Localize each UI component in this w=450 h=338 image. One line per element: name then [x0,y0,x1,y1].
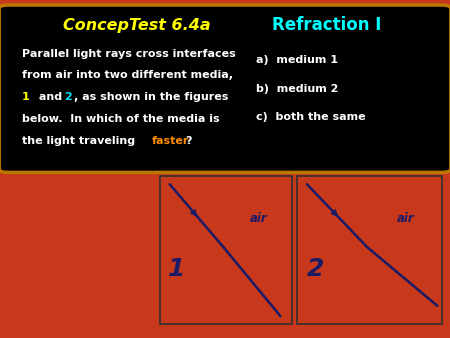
Bar [297,176,442,324]
Text: Parallel light rays cross interfaces: Parallel light rays cross interfaces [22,49,236,58]
Text: air: air [397,212,414,225]
Text: air: air [250,212,267,225]
Text: ?: ? [185,136,192,146]
Text: 1: 1 [167,257,185,281]
Bar [160,176,292,324]
Text: a)  medium 1: a) medium 1 [256,55,338,65]
Text: faster: faster [152,136,189,146]
Text: from air into two different media,: from air into two different media, [22,70,233,80]
Text: c)  both the same: c) both the same [256,112,365,122]
Text: and: and [36,92,66,102]
Text: 1: 1 [22,92,30,102]
Text: Refraction I: Refraction I [272,16,381,34]
Text: 2: 2 [64,92,72,102]
Text: the light traveling: the light traveling [22,136,139,146]
Text: b)  medium 2: b) medium 2 [256,84,338,94]
FancyBboxPatch shape [0,5,450,172]
Text: 2: 2 [306,257,324,281]
Text: ConcepTest 6.4a: ConcepTest 6.4a [63,18,211,33]
Text: , as shown in the figures: , as shown in the figures [74,92,229,102]
Text: below.  In which of the media is: below. In which of the media is [22,114,220,124]
